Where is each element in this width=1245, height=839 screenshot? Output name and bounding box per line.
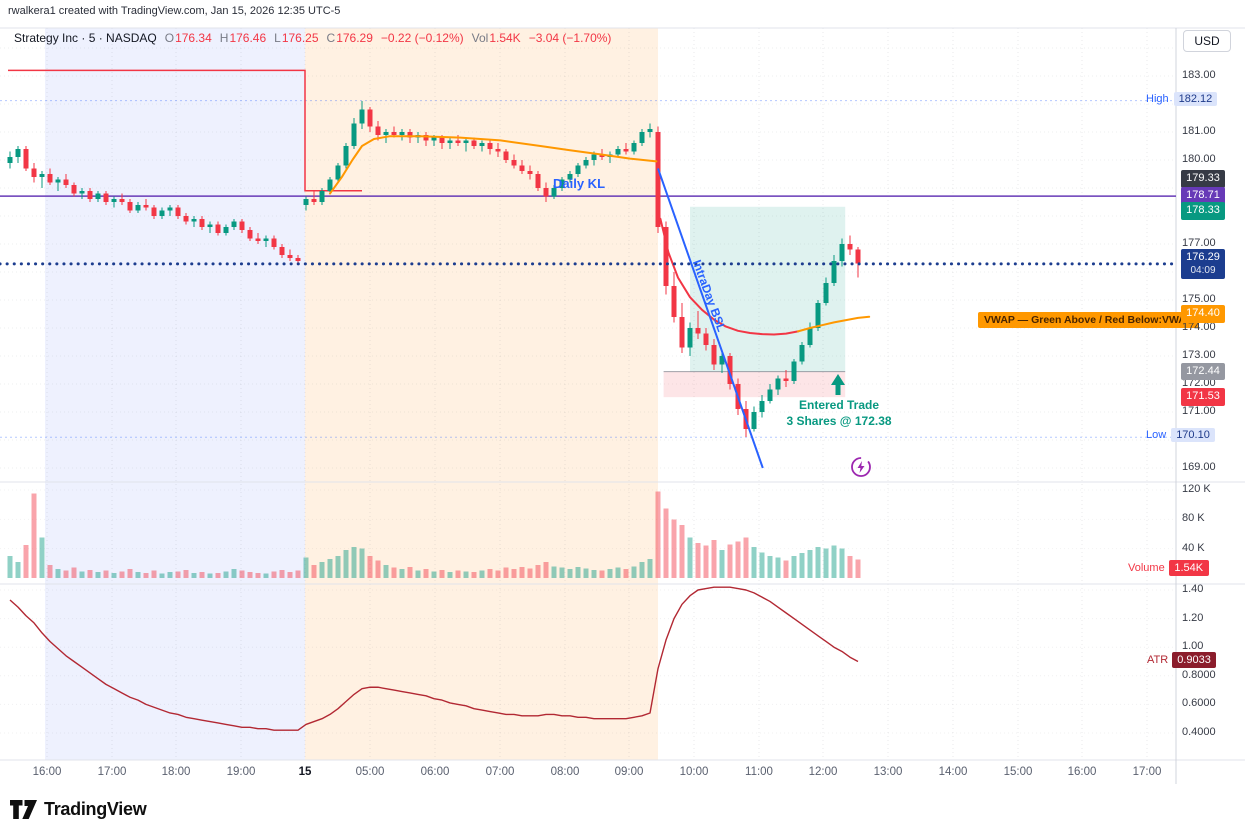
price-tick: 169.00: [1182, 461, 1216, 473]
volume-label: Volume 1.54K: [1128, 560, 1209, 576]
tradingview-glyph-icon: [10, 800, 37, 819]
time-label: 10:00: [679, 766, 709, 778]
time-label: 11:00: [745, 766, 773, 778]
vwap-price-label: 174.40: [1181, 304, 1225, 323]
time-label: 15:00: [1003, 766, 1033, 778]
time-label: 07:00: [485, 766, 515, 778]
low-label: L: [274, 31, 281, 45]
tradingview-wordmark: TradingView: [44, 799, 147, 819]
level-price-label: 179.33: [1181, 169, 1225, 188]
entered-trade-line2: 3 Shares @ 172.38: [786, 413, 892, 428]
atr-label-value: 0.9033: [1172, 652, 1216, 669]
close-field: C 176.29: [327, 31, 373, 45]
close-value: 176.29: [336, 31, 373, 45]
atr-tick: 0.8000: [1182, 668, 1216, 681]
low-value: 176.25: [281, 31, 319, 45]
atr-label: ATR 0.9033: [1147, 652, 1216, 669]
price-tick: 183.00: [1182, 69, 1216, 81]
daily-kl-price-label: 178.71: [1181, 187, 1225, 205]
low-price-label-text: Low: [1146, 429, 1167, 442]
time-label: 12:00: [808, 766, 838, 778]
price-tick: 177.00: [1182, 237, 1216, 249]
time-label: 06:00: [420, 766, 450, 778]
atr-tick: 0.4000: [1182, 726, 1216, 738]
time-label: 17:00: [1132, 766, 1162, 778]
entry-price-label: 172.44: [1181, 362, 1225, 381]
tradingview-logo[interactable]: TradingView: [10, 799, 147, 820]
volume-tick: 40 K: [1182, 541, 1205, 554]
volume-tick: 80 K: [1182, 512, 1205, 525]
low-field: L 176.25: [274, 31, 318, 45]
open-label: O: [164, 31, 175, 45]
volume-field: Vol 1.54K: [472, 31, 521, 45]
volume-value: 1.54K: [489, 31, 521, 45]
last-price-label: 176.29 04:09: [1181, 248, 1225, 280]
symbol-title[interactable]: Strategy Inc · 5 · NASDAQ: [14, 31, 157, 45]
atr-tick: 0.6000: [1182, 697, 1216, 710]
low-price-label: Low 170.10: [1146, 428, 1215, 443]
time-label: 17:00: [97, 766, 127, 778]
open-value: 176.34: [175, 31, 212, 45]
volume-tick: 120 K: [1182, 483, 1211, 495]
change-value: −0.22 (−0.12%): [380, 31, 464, 45]
entered-trade-line1: Entered Trade: [798, 398, 880, 412]
time-label: 09:00: [614, 766, 644, 778]
time-label: 14:00: [938, 766, 968, 778]
atr-tick: 1.00: [1182, 640, 1204, 653]
high-price-label-value: 182.12: [1173, 91, 1218, 106]
high-label: H: [219, 31, 229, 45]
chart-canvas[interactable]: [0, 0, 1245, 784]
target-price-label: 178.33: [1181, 201, 1225, 220]
time-label: 16:00: [1067, 766, 1097, 778]
time-label: 15: [298, 766, 312, 778]
volume-label: Vol: [471, 31, 489, 45]
close-label: C: [326, 31, 336, 45]
flash-icon[interactable]: [849, 455, 873, 479]
price-tick: 174.00: [1182, 321, 1216, 333]
daily-kl-drawing-label[interactable]: Daily KL: [553, 176, 606, 191]
volume-label-value: 1.54K: [1168, 560, 1209, 576]
volume-change-value: −3.04 (−1.70%): [528, 31, 612, 45]
high-price-label-text: High: [1146, 92, 1169, 105]
time-label: 16:00: [32, 766, 62, 778]
price-tick: 173.00: [1182, 349, 1216, 361]
entered-trade-note: Entered Trade 3 Shares @ 172.38: [775, 398, 903, 429]
time-label: 05:00: [355, 766, 385, 778]
bar-countdown: 04:09: [1190, 264, 1216, 276]
price-tick: 180.00: [1182, 153, 1216, 165]
price-tick: 175.00: [1182, 293, 1216, 305]
atr-label-text: ATR: [1147, 654, 1169, 667]
low-price-label-value: 170.10: [1171, 428, 1215, 443]
time-label: 18:00: [161, 766, 191, 778]
atr-tick: 1.40: [1182, 583, 1204, 595]
open-field: O 176.34: [165, 31, 212, 45]
time-label: 13:00: [873, 766, 903, 778]
high-value: 176.46: [229, 31, 267, 45]
price-tick: 181.00: [1182, 125, 1216, 137]
high-price-label: High 182.12: [1146, 91, 1218, 106]
time-label: 19:00: [226, 766, 256, 778]
volume-label-text: Volume: [1128, 562, 1165, 574]
symbol-legend[interactable]: Strategy Inc · 5 · NASDAQ O 176.34 H 176.4…: [14, 31, 611, 45]
atr-tick: 1.20: [1182, 611, 1204, 624]
attribution-text: rwalkera1 created with TradingView.com, …: [8, 5, 341, 17]
vwap-indicator-label: VWAP — Green Above / Red Below:VWAP: [978, 312, 1199, 328]
currency-toggle-usd[interactable]: USD: [1183, 30, 1231, 52]
stop-price-label: 171.53: [1181, 388, 1225, 406]
price-tick: 171.00: [1182, 405, 1216, 417]
time-label: 08:00: [550, 766, 580, 778]
high-field: H 176.46: [220, 31, 266, 45]
